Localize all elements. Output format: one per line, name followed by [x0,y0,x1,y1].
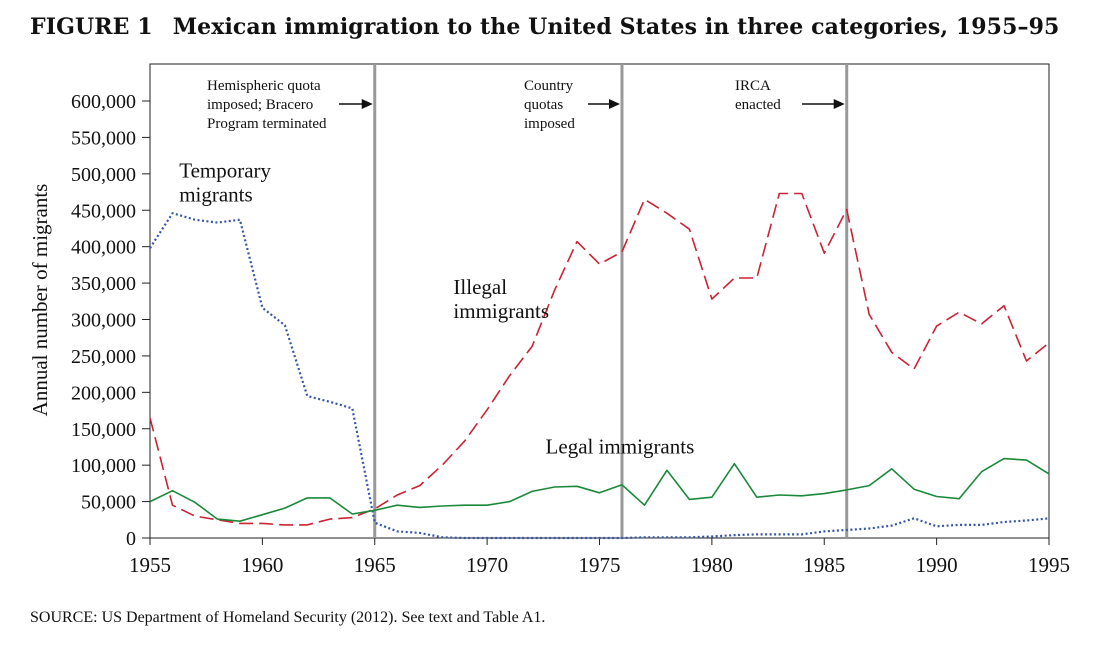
chart-svg: 0 50,000 100,000 150,000 200,000 250,000 300,0… [28,63,1070,577]
series-label-line: Illegal [453,275,507,299]
x-tick-label: 1975 [579,553,621,577]
event-arrow-head [361,99,373,109]
series-line-legal-immigrants [149,457,1050,523]
y-tick-label: 0 [126,528,136,550]
event-label-line: quotas [524,97,563,113]
series-label: Legal immigrants [546,435,695,459]
y-tick-label: 400,000 [71,237,136,259]
y-axis: 0 50,000 100,000 150,000 200,000 250,000 300,0… [71,91,150,550]
series-label-line: migrants [179,182,253,206]
y-tick-label: 200,000 [71,382,136,404]
y-tick-label: 300,000 [71,310,136,332]
source-note: SOURCE: US Department of Homeland Securi… [30,609,546,626]
x-tick-label: 1985 [803,553,845,577]
y-tick-label: 450,000 [71,200,136,222]
figure-title: FIGURE 1 Mexican immigration to the Unite… [30,14,1059,40]
series-labels: Temporary migrants Illegal immigrants Legal … [179,158,694,458]
event-label-line: Country [524,78,574,94]
series-line-temporary-migrants [149,212,1050,540]
x-tick-label: 1955 [129,553,171,577]
y-tick-label: 50,000 [81,492,136,514]
event-label: IRCA enacted [735,78,781,113]
y-tick-label: 250,000 [71,346,136,368]
series-label: Temporary migrants [179,158,271,206]
y-tick-label: 350,000 [71,273,136,295]
event-label-line: enacted [735,97,781,113]
event-label-line: imposed [524,116,575,132]
event-label-line: IRCA [735,78,771,94]
event-arrow-head [833,99,845,109]
event-label-line: Hemispheric quota [207,78,321,94]
series-lines [149,192,1050,540]
event-arrow-head [608,99,620,109]
y-tick-label: 100,000 [71,455,136,477]
y-axis-label: Annual number of migrants [28,184,52,417]
x-tick-label: 1965 [354,553,396,577]
x-tick-label: 1990 [916,553,958,577]
x-axis: 1955 1960 1965 1970 1975 1980 1985 1990 1995 [129,538,1070,577]
y-tick-label: 550,000 [71,127,136,149]
series-label-line: Temporary [179,158,271,182]
x-tick-label: 1970 [466,553,508,577]
series-label-line: immigrants [453,299,549,323]
figure-number: FIGURE 1 [30,14,153,40]
plot-frame [149,63,1050,539]
event-label: Country quotas imposed [524,78,575,132]
event-label: Hemispheric quota imposed; Bracero Program… [207,78,327,132]
series-label: Illegal immigrants [453,275,549,323]
x-tick-label: 1980 [691,553,733,577]
y-tick-label: 500,000 [71,164,136,186]
event-label-line: Program terminated [207,116,327,132]
event-label-line: imposed; Bracero [207,97,313,113]
series-line-illegal-immigrants [149,192,1050,526]
figure-title-text: Mexican immigration to the United States… [172,14,1060,40]
y-tick-label: 600,000 [71,91,136,113]
x-tick-label: 1995 [1028,553,1070,577]
event-markers: Hemispheric quota imposed; Bracero Program… [207,64,849,538]
x-tick-label: 1960 [241,553,283,577]
series-label-line: Legal immigrants [546,435,695,459]
y-tick-label: 150,000 [71,419,136,441]
